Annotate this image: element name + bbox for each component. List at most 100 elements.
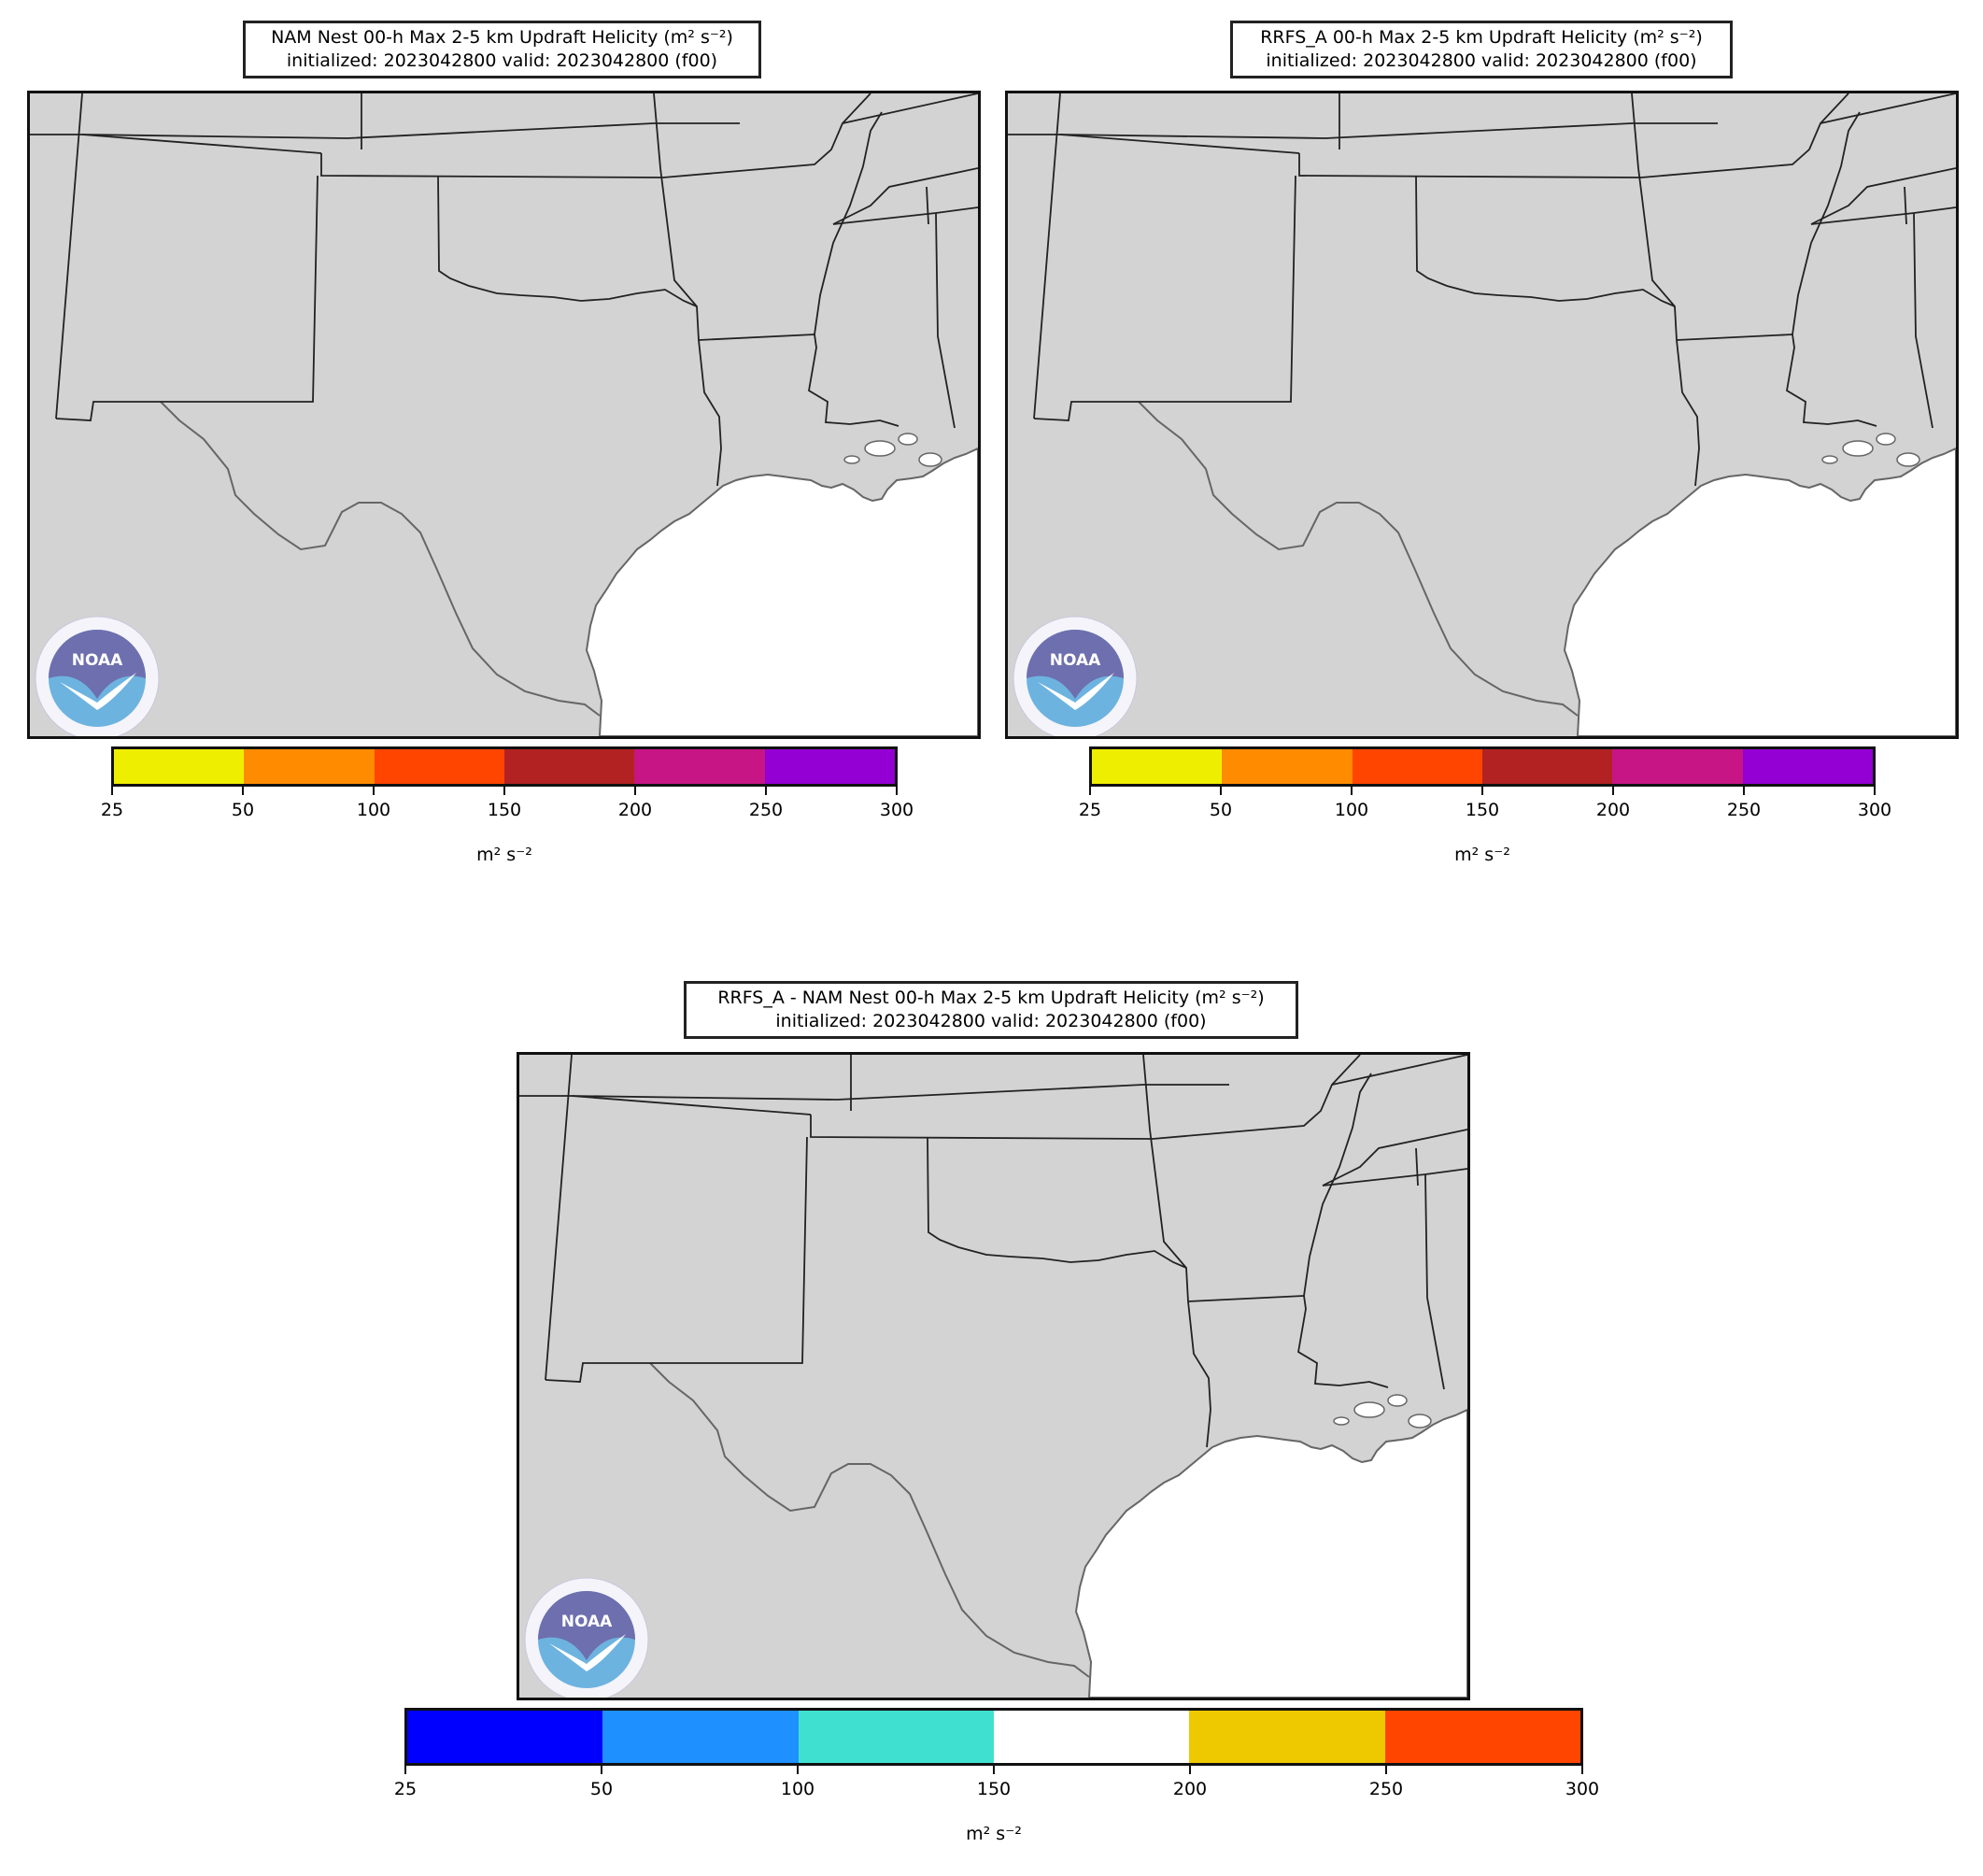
colorbar-tick xyxy=(503,787,505,795)
colorbar-nam xyxy=(111,746,898,787)
colorbar-segment xyxy=(244,749,375,784)
state-border xyxy=(1298,153,1642,178)
colorbar-tick xyxy=(1351,787,1353,795)
colorbar-tick-label: 50 xyxy=(589,1779,614,1799)
state-border xyxy=(1676,334,1793,341)
colorbar-tick-label: 150 xyxy=(487,800,522,820)
colorbar-rrfs xyxy=(1089,746,1876,787)
colorbar-segment xyxy=(1384,1711,1580,1763)
colorbar-tick-label: 250 xyxy=(1368,1779,1404,1799)
colorbar-tick xyxy=(1743,787,1745,795)
colorbar-tick-label: 25 xyxy=(393,1779,418,1799)
state-border xyxy=(927,1136,1187,1269)
state-border xyxy=(545,1055,573,1381)
colorbar-segment xyxy=(798,1711,994,1763)
state-border xyxy=(1424,1168,1467,1175)
bay xyxy=(1333,1416,1350,1426)
state-border xyxy=(81,134,322,154)
state-border xyxy=(842,93,978,124)
state-border xyxy=(662,93,871,178)
colorbar-tick xyxy=(993,1766,995,1774)
rio-grande-border xyxy=(1138,401,1579,717)
state-border xyxy=(935,212,956,429)
bay xyxy=(1876,433,1896,446)
colorbar-segment xyxy=(634,749,765,784)
state-border xyxy=(935,206,978,214)
map-panel-rrfs: NOAA xyxy=(1005,91,1959,739)
colorbar-tick-label: 200 xyxy=(1595,800,1631,820)
state-border xyxy=(1904,186,1907,225)
state-border xyxy=(1033,93,1061,419)
noaa-logo-text: NOAA xyxy=(561,1613,613,1631)
colorbar-segment xyxy=(1352,749,1482,784)
colorbar-tick-label: 25 xyxy=(100,800,124,820)
colorbar-tick-label: 300 xyxy=(1857,800,1892,820)
colorbar-tick-label: 50 xyxy=(1209,800,1233,820)
state-border xyxy=(1913,212,1933,429)
colorbar-label-rrfs: m² s⁻² xyxy=(1454,845,1510,865)
state-border xyxy=(320,153,664,178)
colorbar-tick xyxy=(601,1766,602,1774)
colorbar-tick xyxy=(242,787,244,795)
state-border xyxy=(1631,93,1639,169)
colorbar-tick xyxy=(1089,787,1091,795)
state-border xyxy=(653,93,661,169)
colorbar-segment xyxy=(1092,749,1223,784)
colorbar-tick-label: 250 xyxy=(748,800,784,820)
colorbar-tick-label: 25 xyxy=(1078,800,1102,820)
state-border xyxy=(1792,111,1861,335)
panel-title-diff: RRFS_A - NAM Nest 00-h Max 2-5 km Updraf… xyxy=(684,981,1298,1039)
gulf-of-mexico xyxy=(1563,447,1956,736)
colorbar-tick xyxy=(1189,1766,1191,1774)
state-border xyxy=(832,167,978,225)
state-border xyxy=(1187,1295,1305,1302)
noaa-logo-text: NOAA xyxy=(72,651,123,670)
state-border xyxy=(1786,334,1877,427)
colorbar-tick-label: 250 xyxy=(1726,800,1762,820)
colorbar-label-nam: m² s⁻² xyxy=(476,845,532,865)
state-border xyxy=(1424,1173,1445,1390)
colorbar-segment xyxy=(503,749,635,784)
state-border xyxy=(1142,1055,1151,1130)
colorbar-tick xyxy=(1481,787,1483,795)
colorbar-tick xyxy=(404,1766,406,1774)
colorbar-tick xyxy=(1220,787,1222,795)
state-border xyxy=(1331,1055,1467,1086)
colorbar-tick-label: 50 xyxy=(231,800,255,820)
map-panel-nam: NOAA xyxy=(27,91,981,739)
colorbar-tick-label: 200 xyxy=(1172,1779,1208,1799)
colorbar-tick xyxy=(373,787,375,795)
bay xyxy=(898,433,918,446)
state-border xyxy=(1297,1295,1389,1388)
state-border xyxy=(519,1084,1229,1101)
colorbar-segment xyxy=(1222,749,1353,784)
colorbar-segment xyxy=(374,749,504,784)
colorbar-tick xyxy=(1612,787,1614,795)
bay xyxy=(918,452,942,467)
state-border xyxy=(1415,1147,1419,1187)
bay xyxy=(1842,440,1874,457)
colorbar-segment xyxy=(114,749,245,784)
state-border xyxy=(698,334,815,341)
colorbar-label-diff: m² s⁻² xyxy=(966,1824,1022,1844)
state-border xyxy=(1820,93,1956,124)
state-border xyxy=(810,1115,1154,1140)
state-border xyxy=(1152,1055,1361,1140)
bay xyxy=(1387,1394,1408,1407)
colorbar-segment xyxy=(764,749,895,784)
colorbar-segment xyxy=(602,1711,799,1763)
state-border xyxy=(659,167,722,487)
colorbar-tick-label: 200 xyxy=(617,800,653,820)
state-border xyxy=(545,1362,650,1383)
noaa-logo: NOAA xyxy=(524,1577,649,1698)
state-border xyxy=(832,212,937,225)
state-border xyxy=(1139,175,1296,403)
colorbar-segment xyxy=(1481,749,1613,784)
state-border xyxy=(1637,167,1700,487)
state-border xyxy=(1913,206,1956,214)
state-border xyxy=(1640,93,1849,178)
panel-title-nam: NAM Nest 00-h Max 2-5 km Updraft Helicit… xyxy=(243,21,761,78)
state-border xyxy=(1322,1129,1467,1187)
state-border xyxy=(1033,401,1139,421)
noaa-logo: NOAA xyxy=(1013,616,1138,736)
